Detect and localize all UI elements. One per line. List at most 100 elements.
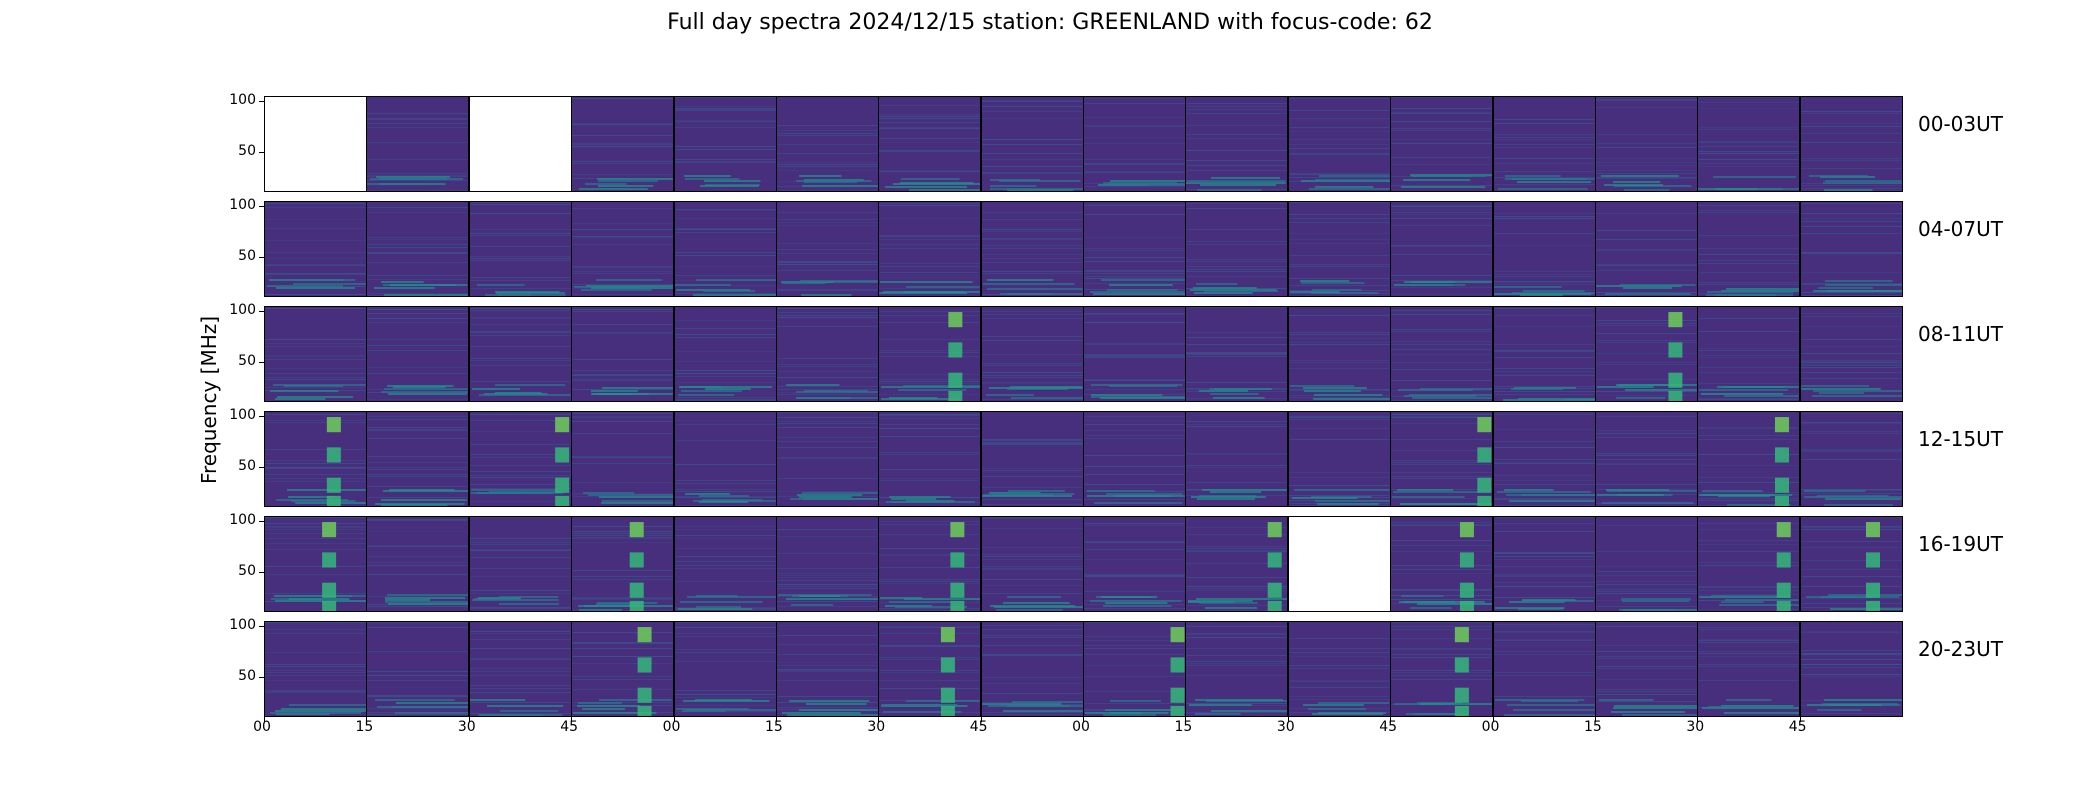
- noise-band: [1404, 395, 1477, 397]
- frequency-line: [265, 258, 366, 259]
- frequency-line: [367, 119, 468, 120]
- frequency-line: [777, 588, 878, 589]
- frequency-line: [1596, 143, 1697, 144]
- spectrum-heatmap: [1698, 97, 1799, 191]
- frequency-line: [777, 366, 878, 367]
- spectrum-panel: [1288, 411, 1391, 507]
- frequency-line: [1391, 287, 1492, 288]
- noise-band: [1011, 397, 1083, 399]
- y-tick-mark: [259, 626, 264, 627]
- noise-band: [1106, 493, 1183, 495]
- frequency-line: [1289, 139, 1390, 140]
- spectrum-heatmap: [470, 307, 571, 401]
- frequency-line: [777, 586, 878, 587]
- noise-band: [1103, 714, 1157, 716]
- noise-band: [276, 287, 355, 289]
- frequency-line: [1084, 676, 1185, 677]
- heatmap-background: [1698, 97, 1799, 191]
- frequency-line: [572, 537, 673, 538]
- spectrum-panel: [1185, 516, 1288, 612]
- frequency-line: [1391, 569, 1492, 570]
- frequency-line: [1289, 222, 1390, 223]
- noise-band: [1197, 498, 1255, 500]
- noise-band: [1827, 290, 1902, 292]
- frequency-line: [1801, 272, 1902, 273]
- frequency-line: [572, 359, 673, 360]
- frequency-line: [982, 172, 1083, 173]
- frequency-line: [1186, 633, 1287, 634]
- frequency-line: [777, 289, 878, 290]
- noise-band: [1823, 182, 1902, 184]
- frequency-line: [265, 203, 366, 204]
- frequency-line: [777, 421, 878, 422]
- spectrum-panel: [1083, 516, 1186, 612]
- noise-band: [1008, 490, 1065, 492]
- noise-band: [385, 601, 468, 603]
- frequency-line: [777, 225, 878, 226]
- frequency-line: [1289, 202, 1390, 203]
- frequency-line: [265, 526, 366, 527]
- frequency-line: [1084, 344, 1185, 345]
- frequency-line: [367, 416, 468, 417]
- frequency-line: [1801, 650, 1902, 651]
- spectrum-panel: [1390, 201, 1493, 297]
- frequency-line: [572, 542, 673, 543]
- frequency-line: [1698, 587, 1799, 588]
- frequency-line: [572, 174, 673, 175]
- noise-band: [987, 279, 1054, 281]
- frequency-line: [982, 372, 1083, 373]
- frequency-line: [1084, 261, 1185, 262]
- noise-band: [599, 496, 673, 498]
- frequency-line: [1801, 451, 1902, 452]
- frequency-line: [265, 379, 366, 380]
- frequency-line: [1596, 459, 1697, 460]
- frequency-line: [675, 400, 776, 401]
- noise-band: [1497, 491, 1592, 493]
- frequency-line: [1084, 322, 1185, 323]
- spectrum-heatmap: [675, 517, 776, 611]
- noise-band: [699, 495, 750, 497]
- frequency-line: [879, 127, 980, 128]
- frequency-line: [367, 427, 468, 428]
- frequency-line: [675, 121, 776, 122]
- noise-band: [700, 185, 759, 187]
- frequency-line: [470, 331, 571, 332]
- frequency-line: [1186, 648, 1287, 649]
- spectrum-heatmap: [367, 97, 468, 191]
- noise-band: [906, 286, 980, 288]
- noise-band: [1521, 700, 1578, 702]
- frequency-line: [265, 566, 366, 567]
- frequency-line: [470, 335, 571, 336]
- frequency-line: [1186, 106, 1287, 107]
- frequency-line: [1698, 666, 1799, 667]
- frequency-line: [470, 540, 571, 541]
- spectrum-panel: [1083, 621, 1186, 717]
- noise-band: [1290, 291, 1340, 293]
- spectrum-panel: [1288, 621, 1391, 717]
- frequency-line: [1084, 214, 1185, 215]
- frequency-line: [1494, 631, 1595, 632]
- frequency-line: [1801, 527, 1902, 528]
- burst-segment: [1774, 447, 1789, 463]
- noise-band: [1825, 280, 1893, 282]
- spectrum-panel: [776, 516, 879, 612]
- y-tick-mark: [259, 521, 264, 522]
- frequency-line: [1289, 681, 1390, 682]
- frequency-line: [1494, 531, 1595, 532]
- spectrum-heatmap: [982, 97, 1083, 191]
- y-tick-mark: [259, 257, 264, 258]
- heatmap-background: [367, 412, 468, 506]
- frequency-line: [1494, 517, 1595, 518]
- frequency-line: [1391, 462, 1492, 463]
- frequency-line: [675, 526, 776, 527]
- spectrum-panel: [366, 516, 469, 612]
- frequency-line: [777, 133, 878, 134]
- frequency-line: [777, 222, 878, 223]
- frequency-line: [1596, 99, 1697, 100]
- frequency-line: [1391, 113, 1492, 114]
- spectrum-heatmap: [1494, 412, 1595, 506]
- spectrum-heatmap: [1698, 517, 1799, 611]
- noise-band: [1706, 294, 1777, 296]
- frequency-line: [1494, 191, 1596, 192]
- frequency-line: [982, 440, 1083, 441]
